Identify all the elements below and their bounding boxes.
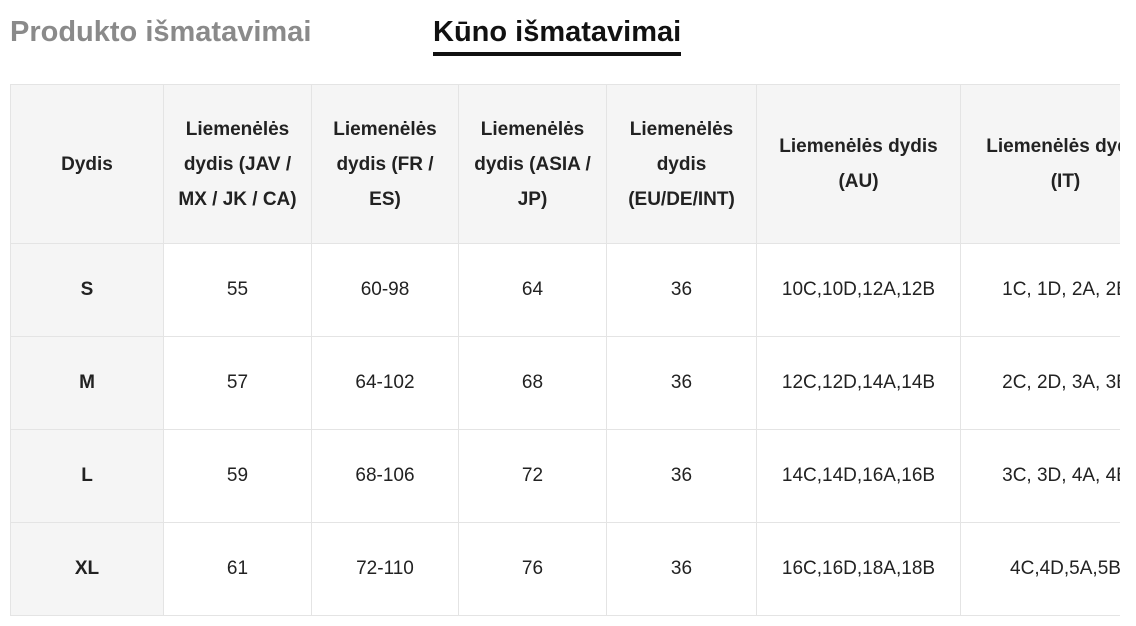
column-header-asia-jp: Liemenėlės dydis (ASIA / JP) (458, 84, 607, 244)
table-cell: 1C, 1D, 2A, 2B (960, 243, 1120, 337)
table-cell: 57 (163, 336, 312, 430)
table-cell: 59 (163, 429, 312, 523)
table-cell: 76 (458, 522, 607, 616)
table-cell: 64-102 (311, 336, 459, 430)
table-cell: 68-106 (311, 429, 459, 523)
size-label: S (10, 243, 164, 337)
table-cell: 36 (606, 429, 757, 523)
table-cell: 2C, 2D, 3A, 3B (960, 336, 1120, 430)
size-label: XL (10, 522, 164, 616)
tab-body-measurements-label: Kūno išmatavimai (433, 16, 682, 48)
tab-product-measurements[interactable]: Produkto išmatavimai (10, 16, 312, 48)
column-header-size: Dydis (10, 84, 164, 244)
table-cell: 55 (163, 243, 312, 337)
table-cell: 16C,16D,18A,18B (756, 522, 961, 616)
active-tab-underline (433, 52, 682, 56)
table-cell: 60-98 (311, 243, 459, 337)
size-label: M (10, 336, 164, 430)
table-cell: 10C,10D,12A,12B (756, 243, 961, 337)
column-header-fr-es: Liemenėlės dydis (FR / ES) (311, 84, 459, 244)
table-cell: 3C, 3D, 4A, 4B (960, 429, 1120, 523)
tab-body-measurements[interactable]: Kūno išmatavimai (433, 12, 682, 56)
size-table-scroll-area[interactable]: Dydis Liemenėlės dydis (JAV / MX / JK / … (10, 84, 1120, 616)
table-cell: 4C,4D,5A,5B (960, 522, 1120, 616)
column-header-it: Liemenėlės dydis (IT) (960, 84, 1120, 244)
table-cell: 36 (606, 336, 757, 430)
table-cell: 36 (606, 243, 757, 337)
table-cell: 72-110 (311, 522, 459, 616)
table-cell: 12C,12D,14A,14B (756, 336, 961, 430)
table-cell: 68 (458, 336, 607, 430)
column-header-eu-de-int: Liemenėlės dydis (EU/DE/INT) (606, 84, 757, 244)
column-header-us-mx-uk-ca: Liemenėlės dydis (JAV / MX / JK / CA) (163, 84, 312, 244)
table-cell: 64 (458, 243, 607, 337)
table-cell: 14C,14D,16A,16B (756, 429, 961, 523)
table-row: L 59 68-106 72 36 14C,14D,16A,16B 3C, 3D… (10, 429, 1120, 523)
table-row: S 55 60-98 64 36 10C,10D,12A,12B 1C, 1D,… (10, 243, 1120, 337)
measurement-tabs: Produkto išmatavimai Kūno išmatavimai (10, 12, 1120, 58)
table-row: XL 61 72-110 76 36 16C,16D,18A,18B 4C,4D… (10, 522, 1120, 616)
table-cell: 36 (606, 522, 757, 616)
table-row: M 57 64-102 68 36 12C,12D,14A,14B 2C, 2D… (10, 336, 1120, 430)
column-header-au: Liemenėlės dydis (AU) (756, 84, 961, 244)
table-header-row: Dydis Liemenėlės dydis (JAV / MX / JK / … (10, 84, 1120, 244)
table-cell: 61 (163, 522, 312, 616)
size-label: L (10, 429, 164, 523)
size-chart-table: Dydis Liemenėlės dydis (JAV / MX / JK / … (10, 84, 1120, 616)
table-cell: 72 (458, 429, 607, 523)
